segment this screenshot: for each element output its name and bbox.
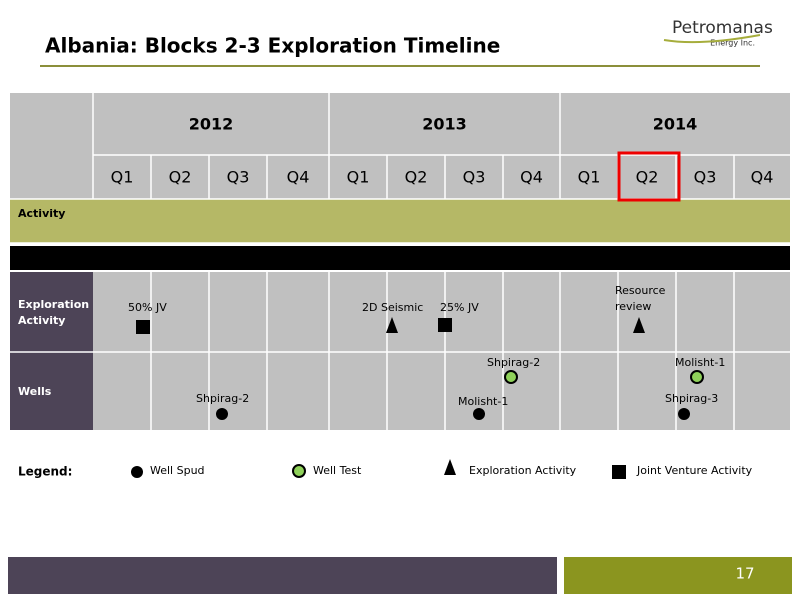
quarter-label: Q1 (347, 168, 370, 187)
event-label: Molisht-1 (458, 395, 508, 408)
exploration-marker (386, 317, 398, 333)
highlight-box (617, 151, 681, 202)
quarter-label: Q3 (694, 168, 717, 187)
event-label: 2D Seismic (362, 301, 423, 314)
events: 50% JV 2D Seismic 25% JV Resource review Shpi… (128, 284, 725, 420)
well-test-marker (292, 464, 306, 478)
logo-swoosh (663, 34, 761, 44)
row-label: Exploration (18, 298, 89, 311)
year-label: 2013 (422, 115, 467, 134)
quarter-label: Q1 (111, 168, 134, 187)
row-label: Activity (18, 314, 65, 327)
logo-name: Petromanas (672, 18, 773, 38)
jv-marker (438, 318, 452, 332)
event-label: 25% JV (440, 301, 479, 314)
event-label: 50% JV (128, 301, 167, 314)
legend-title: Legend: (18, 465, 72, 479)
event-label: Shpirag-3 (665, 392, 718, 405)
legend: Legend: Well Spud Well Test Exploration Act… (18, 459, 753, 479)
event-label: review (615, 300, 651, 313)
quarter-label: Q4 (520, 168, 543, 187)
legend-item: Well Test (313, 464, 362, 477)
well-spud-marker (678, 408, 690, 420)
quarter-label: Q4 (287, 168, 310, 187)
quarter-label: Q4 (751, 168, 774, 187)
legend-item: Well Spud (150, 464, 205, 477)
footer-bar-green (564, 557, 792, 594)
well-spud-marker (473, 408, 485, 420)
quarter-label: Q2 (636, 168, 659, 187)
row-label: Wells (18, 385, 52, 398)
row-label-bg (10, 272, 93, 430)
legend-item: Exploration Activity (469, 464, 577, 477)
event-label: Shpirag-2 (487, 356, 540, 369)
well-test-marker (504, 370, 518, 384)
year-label: 2012 (189, 115, 234, 134)
event-label: Molisht-1 (675, 356, 725, 369)
well-spud-marker (216, 408, 228, 420)
row-label: Activity (18, 207, 65, 220)
footer-bar (8, 557, 557, 594)
quarter-label: Q2 (405, 168, 428, 187)
exploration-marker (444, 459, 456, 475)
quarter-label: Q2 (169, 168, 192, 187)
jv-marker (136, 320, 150, 334)
event-label: Shpirag-2 (196, 392, 249, 405)
quarter-label: Q1 (578, 168, 601, 187)
logo-sub: Energy Inc. (710, 39, 755, 48)
activity-row (10, 199, 790, 243)
year-label: 2014 (653, 115, 698, 134)
quarter-label: Q3 (227, 168, 250, 187)
event-label: Resource (615, 284, 666, 297)
well-spud-marker (131, 466, 143, 478)
timeline-table: 2012 2013 2014 Q1 Q2 Q3 Q4 Q1 Q2 Q3 Q4 Q1 Q2 Q3 Q4 Acti… (10, 93, 790, 430)
legend-item: Joint Venture Activity (636, 464, 753, 477)
well-test-marker (690, 370, 704, 384)
slide-title: Albania: Blocks 2-3 Exploration Timeline (45, 34, 500, 58)
quarter-label: Q3 (463, 168, 486, 187)
black-row (10, 246, 790, 270)
jv-marker (612, 465, 626, 479)
exploration-marker (633, 317, 645, 333)
table-bg (10, 93, 790, 199)
page-number: 17 (735, 565, 754, 583)
